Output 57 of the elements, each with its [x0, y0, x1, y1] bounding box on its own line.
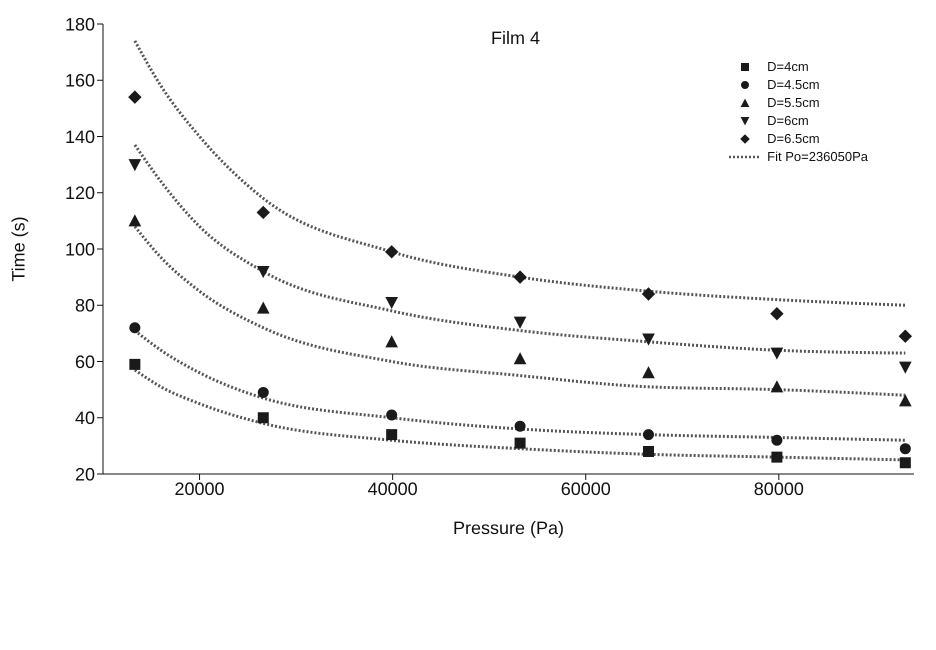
point: [386, 296, 398, 308]
point: [257, 266, 270, 278]
y-tick-label: 40: [74, 408, 95, 428]
point: [770, 348, 783, 360]
point: [514, 420, 526, 432]
x-tick-label: 40000: [368, 478, 418, 499]
y-tick-label: 120: [64, 183, 95, 204]
x-tick-label: 80000: [754, 478, 804, 499]
point: [258, 386, 269, 398]
y-tick-label: 140: [64, 126, 95, 147]
point: [771, 452, 782, 463]
point: [642, 288, 655, 300]
point: [386, 409, 398, 420]
x-tick-label: 20000: [174, 478, 225, 499]
point: [642, 334, 654, 345]
point: [771, 434, 782, 446]
legend-label: D=4cm: [767, 58, 809, 76]
point: [258, 412, 269, 424]
y-tick-label: 60: [74, 352, 95, 372]
point: [770, 307, 784, 320]
legend-label: D=6cm: [767, 112, 809, 130]
point: [900, 443, 911, 454]
point: [514, 316, 526, 328]
legend-label: Fit Po=236050Pa: [767, 148, 868, 166]
point: [898, 330, 912, 343]
point: [128, 159, 141, 171]
legend-label: D=5.5cm: [767, 94, 820, 112]
legend-label: D=6.5cm: [767, 130, 820, 148]
point: [129, 322, 140, 334]
x-tick-label: 60000: [560, 478, 611, 499]
y-tick-label: 100: [64, 239, 95, 260]
point: [900, 457, 911, 468]
y-tick-label: 20: [74, 464, 95, 484]
chart-title: Film 4: [491, 28, 540, 48]
legend-label: D=4.5cm: [767, 76, 820, 94]
point: [642, 366, 654, 378]
point: [129, 358, 140, 370]
point: [642, 429, 654, 440]
point: [386, 429, 398, 440]
point: [257, 302, 270, 314]
point: [514, 270, 527, 284]
point: [514, 438, 526, 449]
y-tick-label: 160: [64, 70, 95, 91]
x-axis-title: Pressure (Pa): [452, 518, 564, 538]
point: [385, 245, 398, 258]
y-axis-title: Time (s): [8, 216, 28, 282]
point: [256, 206, 270, 219]
point: [128, 214, 141, 226]
point: [899, 362, 912, 374]
point: [642, 446, 654, 457]
y-tick-label: 80: [74, 296, 95, 316]
point: [770, 380, 783, 392]
y-tick-label: 180: [64, 14, 95, 34]
point: [128, 90, 142, 104]
point: [899, 394, 912, 406]
point: [386, 336, 398, 348]
point: [514, 352, 526, 364]
